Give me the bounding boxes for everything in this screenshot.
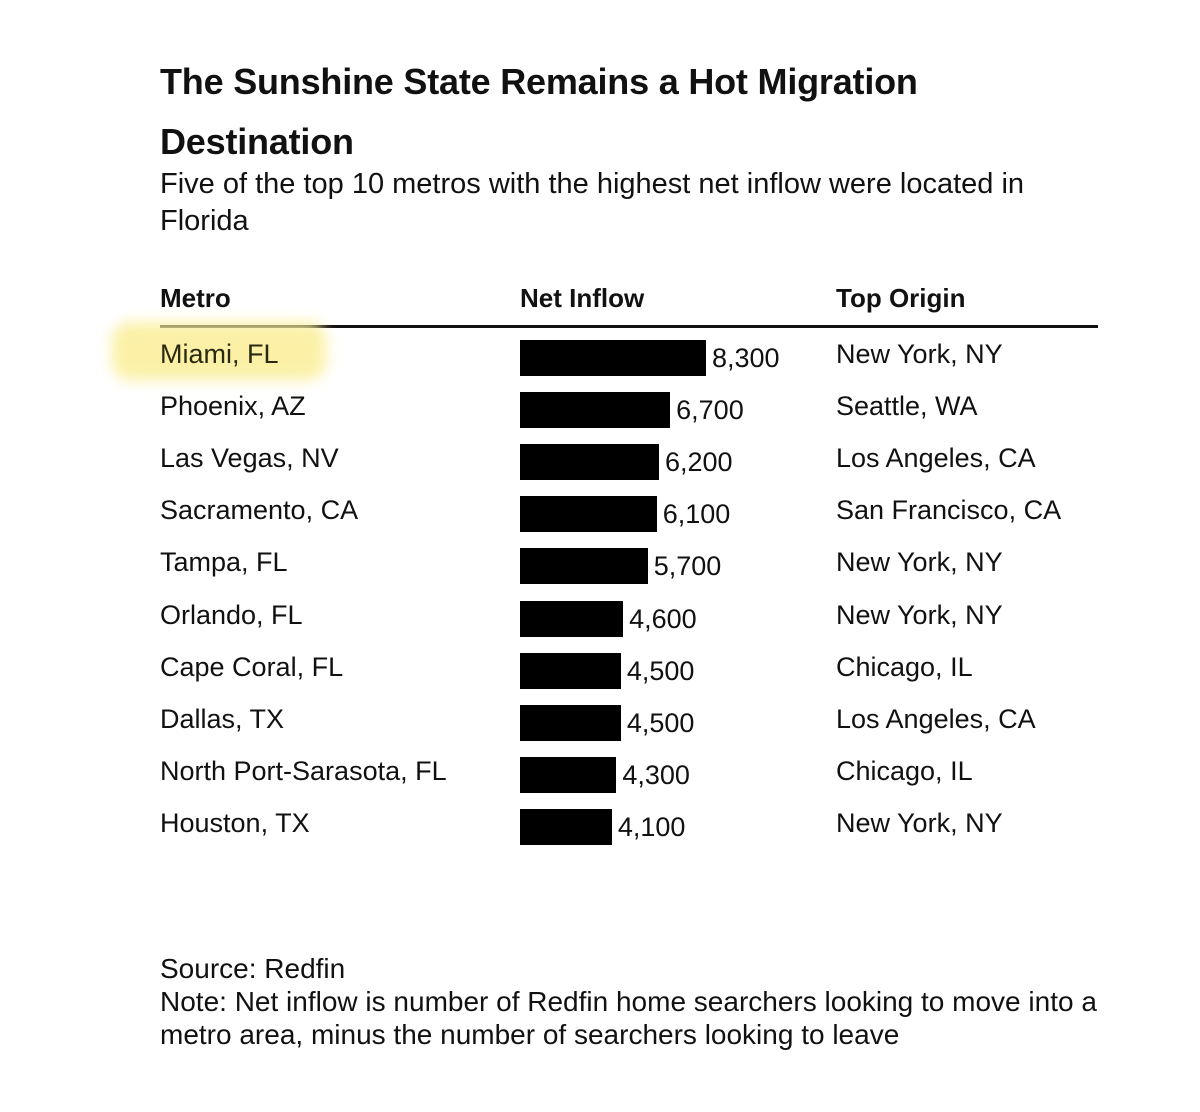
net-inflow-value-label: 5,700 — [653, 551, 722, 582]
chart-subtitle: Five of the top 10 metros with the highe… — [160, 168, 1025, 237]
top-origin-label: Los Angeles, CA — [836, 443, 1036, 474]
metro-label: Las Vegas, NV — [160, 443, 339, 474]
net-inflow-value-label: 6,100 — [662, 499, 731, 530]
net-inflow-bar — [520, 756, 617, 793]
top-origin-label: New York, NY — [836, 599, 1003, 630]
net-inflow-bar — [520, 808, 612, 845]
top-origin-label: Chicago, IL — [836, 651, 973, 682]
metro-label: North Port-Sarasota, FL — [160, 755, 447, 786]
net-inflow-value-label: 6,700 — [676, 395, 744, 426]
net-inflow-value-label: 4,600 — [629, 603, 697, 634]
column-header-metro: Metro — [160, 283, 231, 313]
metro-label: Cape Coral, FL — [160, 651, 344, 682]
metro-label: Tampa, FL — [160, 547, 288, 578]
top-origin-label: New York, NY — [836, 547, 1003, 578]
net-inflow-bar — [520, 600, 624, 637]
net-inflow-bar — [520, 444, 659, 481]
top-origin-label: Chicago, IL — [836, 755, 973, 786]
header-rule — [160, 325, 1098, 328]
metro-label: Miami, FL — [160, 339, 279, 369]
net-inflow-bar — [520, 704, 621, 741]
chart-title: The Sunshine State Remains a Hot Migrati… — [160, 61, 918, 162]
net-inflow-bar — [520, 548, 648, 585]
net-inflow-value-label: 4,100 — [617, 811, 686, 842]
net-inflow-value-label: 4,300 — [622, 759, 690, 790]
net-inflow-value-label: 8,300 — [712, 343, 780, 373]
net-inflow-value-label: 4,500 — [626, 707, 695, 738]
top-origin-label: Los Angeles, CA — [836, 703, 1036, 734]
miami-highlight — [112, 322, 326, 380]
metro-label: Houston, TX — [160, 807, 310, 838]
metro-label: Sacramento, CA — [160, 495, 359, 526]
net-inflow-bar — [520, 340, 706, 376]
top-origin-label: New York, NY — [836, 807, 1003, 838]
top-origin-label: San Francisco, CA — [836, 495, 1062, 526]
top-origin-label: New York, NY — [836, 339, 1003, 369]
net-inflow-bar — [520, 652, 621, 689]
source-note: Source: Redfin — [160, 953, 346, 984]
net-inflow-bar — [520, 392, 671, 429]
net-inflow-value-label: 4,500 — [626, 655, 695, 686]
top-origin-label: Seattle, WA — [836, 391, 978, 422]
column-header-top-origin: Top Origin — [836, 283, 966, 313]
metro-label: Dallas, TX — [160, 703, 285, 734]
chart-footer: Source: Redfin Note: Net inflow is numbe… — [160, 952, 1120, 1051]
net-inflow-bar — [520, 496, 657, 533]
metro-label: Orlando, FL — [160, 599, 303, 630]
methodology-note: Note: Net inflow is number of Redfin hom… — [160, 986, 1097, 1050]
metro-label: Phoenix, AZ — [160, 391, 306, 422]
net-inflow-value-label: 6,200 — [664, 447, 733, 478]
column-header-net-inflow: Net Inflow — [520, 283, 645, 313]
